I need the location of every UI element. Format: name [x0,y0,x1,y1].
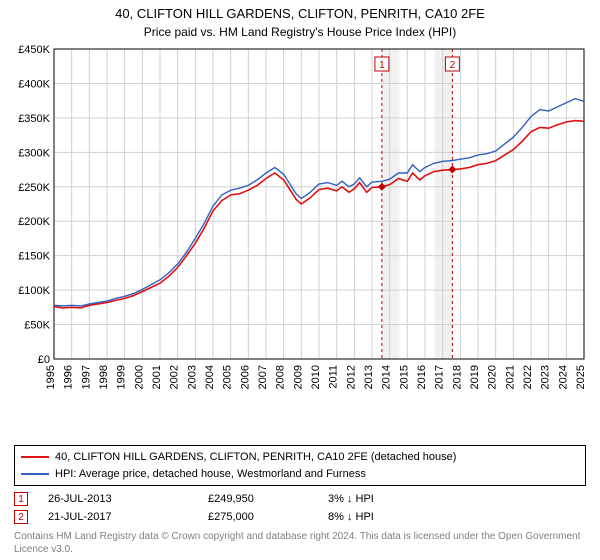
sale-date-2: 21-JUL-2017 [48,511,188,523]
svg-text:£150K: £150K [18,251,50,263]
svg-text:2009: 2009 [292,365,304,389]
svg-text:2023: 2023 [540,365,552,389]
svg-text:£250K: £250K [18,182,50,194]
svg-text:2012: 2012 [345,365,357,389]
svg-text:2007: 2007 [257,365,269,389]
svg-text:2020: 2020 [487,365,499,389]
sales-table: 1 26-JUL-2013 £249,950 3% ↓ HPI 2 21-JUL… [14,490,586,526]
svg-text:2010: 2010 [310,365,322,389]
svg-text:1: 1 [379,60,385,71]
svg-text:2000: 2000 [133,365,145,389]
svg-text:£450K: £450K [18,44,50,56]
svg-text:1999: 1999 [116,365,128,389]
svg-text:2: 2 [450,60,456,71]
svg-text:£50K: £50K [24,319,50,331]
chart-container: 40, CLIFTON HILL GARDENS, CLIFTON, PENRI… [0,0,600,560]
legend-item-hpi: HPI: Average price, detached house, West… [21,466,579,483]
svg-text:2022: 2022 [522,365,534,389]
svg-text:2002: 2002 [169,365,181,389]
chart-subtitle: Price paid vs. HM Land Registry's House … [8,25,592,39]
plot-area: £0 £50K £100K £150K £200K £250K £300K £350K £400… [8,41,592,441]
svg-text:£0: £0 [38,354,50,366]
svg-text:2003: 2003 [186,365,198,389]
legend-swatch-red [21,456,49,458]
legend-item-property: 40, CLIFTON HILL GARDENS, CLIFTON, PENRI… [21,449,579,466]
chart-title: 40, CLIFTON HILL GARDENS, CLIFTON, PENRI… [8,6,592,23]
svg-text:2021: 2021 [504,365,516,389]
svg-text:2013: 2013 [363,365,375,389]
sales-row-1: 1 26-JUL-2013 £249,950 3% ↓ HPI [14,490,586,508]
svg-text:£300K: £300K [18,147,50,159]
svg-text:£200K: £200K [18,216,50,228]
sale-price-1: £249,950 [208,493,308,505]
svg-text:2019: 2019 [469,365,481,389]
svg-text:2001: 2001 [151,365,163,389]
svg-text:2004: 2004 [204,365,216,389]
svg-text:2008: 2008 [275,365,287,389]
svg-text:1995: 1995 [45,365,57,389]
svg-text:2014: 2014 [381,365,393,389]
svg-text:2025: 2025 [575,365,587,389]
svg-text:2018: 2018 [451,365,463,389]
legend: 40, CLIFTON HILL GARDENS, CLIFTON, PENRI… [14,445,586,486]
footer-note: Contains HM Land Registry data © Crown c… [14,530,586,556]
sale-marker-2: 2 [14,510,28,524]
sale-change-2: 8% ↓ HPI [328,511,448,523]
legend-swatch-blue [21,473,49,475]
sales-row-2: 2 21-JUL-2017 £275,000 8% ↓ HPI [14,508,586,526]
svg-text:1997: 1997 [80,365,92,389]
svg-text:2016: 2016 [416,365,428,389]
svg-text:2015: 2015 [398,365,410,389]
sale-marker-1: 1 [14,492,28,506]
legend-label-hpi: HPI: Average price, detached house, West… [55,466,366,483]
svg-text:£100K: £100K [18,285,50,297]
legend-label-property: 40, CLIFTON HILL GARDENS, CLIFTON, PENRI… [55,449,456,466]
svg-text:2005: 2005 [222,365,234,389]
svg-text:2024: 2024 [557,365,569,389]
svg-text:2006: 2006 [239,365,251,389]
sale-date-1: 26-JUL-2013 [48,493,188,505]
svg-text:1998: 1998 [98,365,110,389]
svg-text:£400K: £400K [18,78,50,90]
svg-text:2017: 2017 [434,365,446,389]
svg-text:1996: 1996 [63,365,75,389]
sale-price-2: £275,000 [208,511,308,523]
svg-text:2011: 2011 [328,365,340,389]
sale-change-1: 3% ↓ HPI [328,493,448,505]
line-chart: £0 £50K £100K £150K £200K £250K £300K £350K £400… [8,41,592,397]
svg-text:£350K: £350K [18,113,50,125]
